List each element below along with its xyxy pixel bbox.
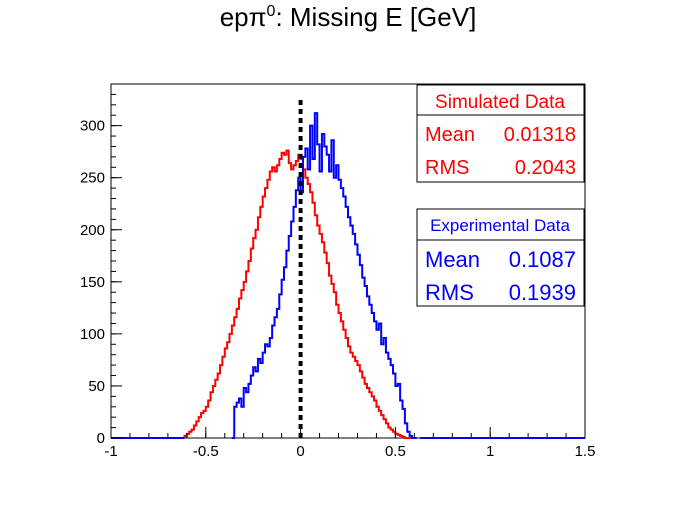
y-tick-label: 100 xyxy=(80,326,105,343)
y-tick-label: 50 xyxy=(88,378,105,395)
x-tick-label: 1.5 xyxy=(575,443,596,460)
y-tick-label: 300 xyxy=(80,118,105,135)
stats-experimental-mean-value: 0.1087 xyxy=(509,247,576,272)
stats-simulated-mean-value: 0.01318 xyxy=(504,124,576,146)
x-tick-label: 0.5 xyxy=(385,443,406,460)
x-tick-label: -0.5 xyxy=(193,443,219,460)
stats-box-simulated-body-frame xyxy=(416,114,585,183)
stats-simulated-rms-label: RMS xyxy=(425,157,469,179)
stats-box-experimental-title-frame xyxy=(416,208,585,241)
stats-experimental-title: Experimental Data xyxy=(430,216,570,235)
stats-box-experimental: Experimental Data Mean 0.1087 RMS 0.1939 xyxy=(416,208,585,307)
y-tick-label: 200 xyxy=(80,222,105,239)
stats-experimental-rms-label: RMS xyxy=(425,280,474,305)
stats-box-simulated-title-frame xyxy=(416,84,585,116)
stats-simulated-title: Simulated Data xyxy=(435,92,565,113)
y-tick-label: 150 xyxy=(80,274,105,291)
series-line-experimental xyxy=(231,112,417,439)
stats-experimental-mean-label: Mean xyxy=(425,247,480,272)
y-tick-label: 250 xyxy=(80,170,105,187)
stats-simulated-mean-label: Mean xyxy=(425,124,475,146)
y-tick-label: 0 xyxy=(97,430,105,447)
series-line-simulated xyxy=(183,149,412,439)
x-tick-label: 0 xyxy=(296,443,304,460)
stats-box-simulated: Simulated Data Mean 0.01318 RMS 0.2043 xyxy=(416,84,585,183)
chart-title: epπ0: Missing E [GeV] xyxy=(220,2,477,32)
axis-layer: -1 -0.5 0 0.5 1 1.5 0 50 100 150 200 250 300 xyxy=(80,83,596,460)
histogram-layer xyxy=(111,100,585,439)
stats-simulated-rms-value: 0.2043 xyxy=(515,157,576,179)
stats-experimental-rms-value: 0.1939 xyxy=(509,280,576,305)
title-main: epπ xyxy=(220,2,267,32)
x-tick-label: -1 xyxy=(104,443,117,460)
title-superscript: 0 xyxy=(267,3,276,20)
x-tick-label: 1 xyxy=(486,443,494,460)
title-rest: : Missing E [GeV] xyxy=(275,2,476,32)
stats-box-experimental-body-frame xyxy=(416,239,585,307)
